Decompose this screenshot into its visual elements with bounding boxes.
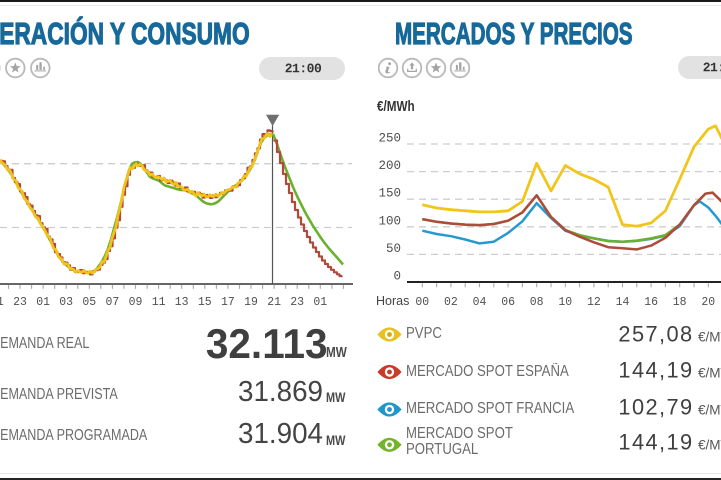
svg-text:12: 12 <box>587 296 601 309</box>
svg-text:€/MWh: €/MWh <box>698 402 721 417</box>
svg-text:09: 09 <box>129 296 143 309</box>
svg-text:21:00: 21:00 <box>703 60 721 75</box>
svg-text:13: 13 <box>175 296 189 309</box>
svg-text:15: 15 <box>198 296 212 309</box>
svg-text:23: 23 <box>290 296 304 309</box>
svg-text:257,08: 257,08 <box>618 324 693 347</box>
svg-text:Horas: Horas <box>376 294 409 308</box>
svg-text:102,79: 102,79 <box>618 397 693 420</box>
svg-text:07: 07 <box>105 296 119 309</box>
svg-text:21:00: 21:00 <box>285 61 322 76</box>
svg-text:144,19: 144,19 <box>618 360 693 383</box>
svg-text:17: 17 <box>221 296 235 309</box>
svg-text:200: 200 <box>378 159 401 173</box>
svg-text:10: 10 <box>558 296 572 309</box>
svg-text:21: 21 <box>0 296 4 309</box>
svg-text:06: 06 <box>501 296 515 309</box>
svg-text:11: 11 <box>152 296 166 309</box>
svg-text:14: 14 <box>616 296 630 309</box>
svg-text:250: 250 <box>378 132 401 146</box>
svg-text:00: 00 <box>415 296 429 309</box>
svg-text:08: 08 <box>530 296 544 309</box>
svg-text:01: 01 <box>36 296 50 309</box>
svg-text:50: 50 <box>386 242 401 256</box>
svg-text:01: 01 <box>313 296 327 309</box>
svg-text:21: 21 <box>267 296 281 309</box>
svg-text:03: 03 <box>59 296 73 309</box>
svg-text:0: 0 <box>393 270 401 284</box>
svg-text:144,19: 144,19 <box>618 432 693 455</box>
svg-text:€/MWh: €/MWh <box>698 329 721 344</box>
svg-text:150: 150 <box>378 187 401 201</box>
svg-text:02: 02 <box>444 296 458 309</box>
svg-text:04: 04 <box>473 296 487 309</box>
svg-text:23: 23 <box>13 296 27 309</box>
svg-text:€/MWh: €/MWh <box>698 437 721 452</box>
svg-text:18: 18 <box>673 296 687 309</box>
svg-text:05: 05 <box>82 296 96 309</box>
svg-text:100: 100 <box>378 214 401 228</box>
svg-text:20: 20 <box>701 296 715 309</box>
svg-text:16: 16 <box>644 296 658 309</box>
svg-text:€/MWh: €/MWh <box>698 365 721 380</box>
svg-text:19: 19 <box>244 296 258 309</box>
